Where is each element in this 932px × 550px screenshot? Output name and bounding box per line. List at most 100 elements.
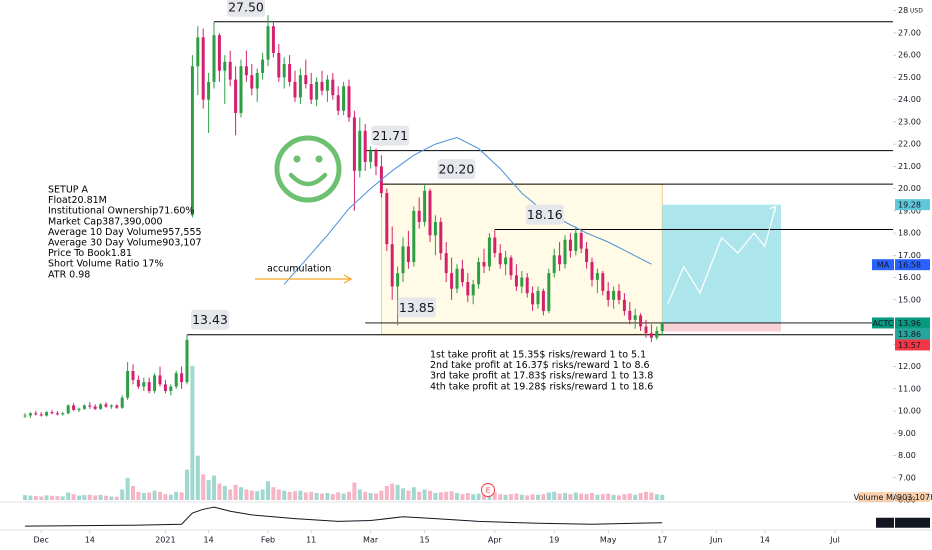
candle-body	[261, 59, 265, 73]
candle-body	[336, 95, 340, 111]
volume-bar	[233, 484, 238, 500]
badge-name-bg	[872, 259, 894, 271]
x-tick-label: Jul	[829, 536, 840, 545]
volume-bar	[617, 495, 622, 500]
x-tick-label: 19	[549, 536, 559, 545]
volume-bar	[390, 483, 395, 500]
volume-bar	[600, 494, 605, 500]
candle-body	[352, 117, 356, 171]
price-badge-label: 13.86	[898, 330, 921, 339]
candle-body	[104, 404, 108, 407]
volume-bar	[201, 474, 206, 500]
candle-body	[99, 404, 103, 409]
candle-body	[639, 315, 643, 327]
volume-bar	[23, 495, 28, 500]
candle-body	[520, 277, 524, 287]
candle-body	[28, 413, 32, 416]
volume-bar	[352, 482, 357, 500]
volume-bar	[98, 494, 103, 500]
level-label-bg	[437, 159, 476, 180]
y-tick-label: 23.00	[898, 117, 921, 126]
x-tick-label: 15	[420, 536, 430, 545]
volume-bar	[633, 494, 638, 500]
candle-body	[417, 210, 421, 222]
candle-body	[433, 221, 437, 236]
candle-body	[250, 75, 254, 89]
volume-bar	[627, 493, 632, 500]
candle-body	[131, 370, 135, 380]
candle-body	[450, 273, 454, 289]
volume-bar	[93, 495, 98, 500]
candle-body	[547, 273, 551, 311]
y-tick-label: 8.00	[898, 451, 916, 460]
volume-bar	[71, 494, 76, 500]
x-tick-label: 17	[657, 536, 667, 545]
setup-note: Average 10 Day Volume957,555	[48, 227, 202, 238]
setup-note: Institutional Ownership71.60%	[48, 206, 194, 217]
candle-body	[428, 190, 432, 236]
candle-body	[244, 66, 248, 76]
currency-label: USD	[910, 8, 923, 15]
price-badge-label: 19.28	[898, 201, 921, 210]
volume-ma-name-bg	[858, 492, 894, 502]
level-label-bg	[191, 309, 230, 330]
candle-body	[574, 233, 578, 251]
candle-body	[541, 290, 545, 311]
candle-body	[255, 72, 259, 89]
candle-body	[223, 61, 227, 71]
volume-bar	[644, 491, 649, 500]
x-tick-label: Apr	[488, 536, 503, 545]
setup-note: Market Cap387,390,000	[48, 216, 163, 227]
volume-bar	[557, 493, 562, 500]
level-label: 20.20	[439, 162, 475, 177]
volume-bar	[114, 496, 119, 500]
candle-body	[606, 290, 610, 300]
volume-bar	[595, 494, 600, 500]
volume-bar	[638, 493, 643, 500]
volume-bar	[206, 480, 211, 500]
volume-bar	[503, 494, 508, 500]
candle-body	[136, 379, 140, 387]
volume-bar	[552, 491, 557, 500]
candle-body	[50, 412, 54, 414]
earnings-label: E	[486, 487, 490, 495]
candle-body	[660, 322, 664, 331]
volume-bar	[444, 491, 449, 500]
setup-note: Float20.81M	[48, 195, 107, 206]
volume-bar	[260, 489, 265, 500]
volume-bar	[546, 492, 551, 500]
volume-bar	[606, 493, 611, 500]
candle-body	[234, 79, 238, 113]
range-label-bg	[397, 297, 436, 318]
volume-bar	[303, 492, 308, 500]
x-tick-label: 14	[204, 536, 214, 545]
range-label: 13.85	[399, 300, 435, 315]
volume-bar	[266, 481, 271, 500]
volume-bar	[104, 495, 109, 500]
volume-bar	[417, 491, 422, 500]
atr-name: ATR	[877, 519, 893, 528]
smiley-face	[274, 135, 342, 203]
volume-bar	[190, 365, 195, 500]
price-badge-label: 13.96	[898, 319, 921, 328]
volume-bar	[109, 496, 114, 500]
volume-bar	[509, 494, 514, 500]
volume-bar	[455, 493, 460, 500]
candle-body	[34, 413, 38, 415]
volume-bar	[341, 493, 346, 500]
arrow-head	[343, 274, 353, 284]
volume-bar	[228, 489, 233, 500]
volume-bar	[498, 494, 503, 500]
candle-body	[423, 190, 427, 222]
volume-bar	[158, 491, 163, 500]
candle-body	[525, 277, 529, 294]
volume-bar	[222, 486, 227, 500]
candle-body	[455, 268, 459, 289]
volume-bar	[519, 494, 524, 500]
front-layer: accumulation E 27.50 21.71 20.20 18.16 13.43…	[48, 0, 777, 497]
candle-body	[558, 255, 562, 265]
candle-body	[185, 339, 189, 383]
candle-body	[390, 244, 394, 287]
price-badge	[895, 317, 930, 329]
projection-arrow-head	[769, 205, 777, 213]
